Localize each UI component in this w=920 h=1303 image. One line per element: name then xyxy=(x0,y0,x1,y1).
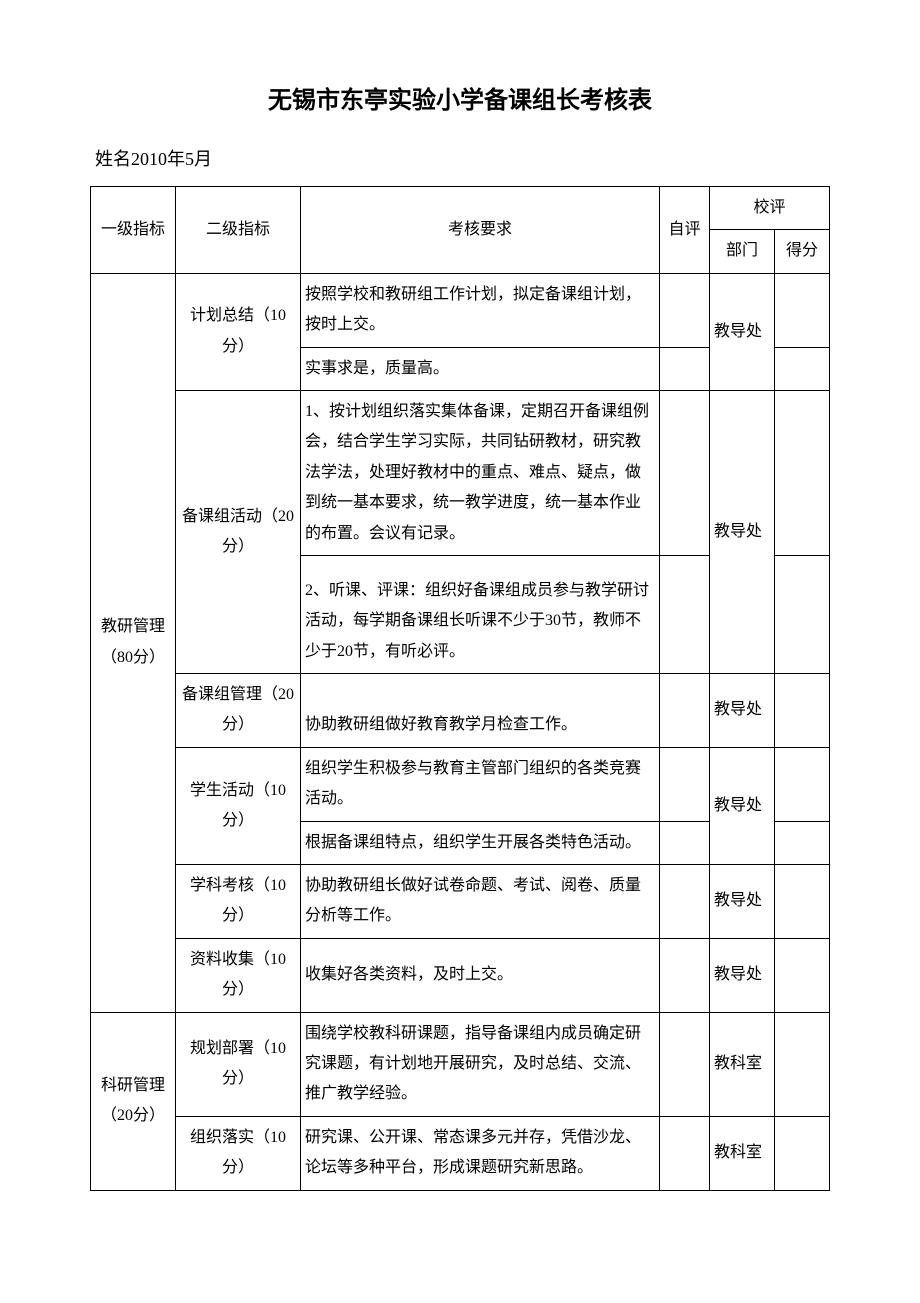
score-cell xyxy=(775,390,830,555)
score-cell xyxy=(775,1116,830,1190)
score-cell xyxy=(775,938,830,1012)
self-eval-cell xyxy=(660,1012,710,1116)
self-eval-cell xyxy=(660,821,710,864)
requirement-cell: 实事求是，质量高。 xyxy=(301,347,660,390)
score-cell xyxy=(775,1012,830,1116)
header-requirement: 考核要求 xyxy=(301,187,660,274)
level2-cell: 备课组管理（20分） xyxy=(176,674,301,748)
table-row: 备课组管理（20分） 协助教研组做好教育教学月检查工作。 教导处 xyxy=(91,674,830,748)
table-row: 教研管理（80分） 计划总结（10分） 按照学校和教研组工作计划，拟定备课组计划… xyxy=(91,273,830,347)
requirement-cell: 收集好各类资料，及时上交。 xyxy=(301,938,660,1012)
level1-cell: 教研管理（80分） xyxy=(91,273,176,1012)
score-cell xyxy=(775,674,830,748)
self-eval-cell xyxy=(660,273,710,347)
requirement-cell: 2、听课、评课：组织好备课组成员参与教学研讨活动，每学期备课组长听课不少于30节… xyxy=(301,555,660,673)
dept-cell: 教导处 xyxy=(710,273,775,390)
header-department: 部门 xyxy=(710,230,775,273)
dept-cell: 教导处 xyxy=(710,865,775,939)
self-eval-cell xyxy=(660,674,710,748)
assessment-table: 一级指标 二级指标 考核要求 自评 校评 部门 得分 教研管理（80分） 计划总… xyxy=(90,186,830,1191)
header-self-eval: 自评 xyxy=(660,187,710,274)
level2-cell: 计划总结（10分） xyxy=(176,273,301,390)
table-row: 科研管理（20分） 规划部署（10分） 围绕学校教科研课题，指导备课组内成员确定… xyxy=(91,1012,830,1116)
dept-cell: 教科室 xyxy=(710,1116,775,1190)
self-eval-cell xyxy=(660,747,710,821)
requirement-cell: 研究课、公开课、常态课多元并存，凭借沙龙、论坛等多种平台，形成课题研究新思路。 xyxy=(301,1116,660,1190)
table-row: 组织落实（10分） 研究课、公开课、常态课多元并存，凭借沙龙、论坛等多种平台，形… xyxy=(91,1116,830,1190)
self-eval-cell xyxy=(660,347,710,390)
table-row: 备课组活动（20分） 1、按计划组织落实集体备课，定期召开备课组例会，结合学生学… xyxy=(91,390,830,555)
header-level2: 二级指标 xyxy=(176,187,301,274)
header-school-eval: 校评 xyxy=(710,187,830,230)
score-cell xyxy=(775,555,830,673)
score-cell xyxy=(775,865,830,939)
requirement-cell: 根据备课组特点，组织学生开展各类特色活动。 xyxy=(301,821,660,864)
dept-cell: 教科室 xyxy=(710,1012,775,1116)
requirement-cell: 1、按计划组织落实集体备课，定期召开备课组例会，结合学生学习实际，共同钻研教材，… xyxy=(301,390,660,555)
page-title: 无锡市东亭实验小学备课组长考核表 xyxy=(90,80,830,115)
level1-cell: 科研管理（20分） xyxy=(91,1012,176,1190)
dept-cell: 教导处 xyxy=(710,390,775,673)
score-cell xyxy=(775,747,830,821)
level2-cell: 资料收集（10分） xyxy=(176,938,301,1012)
header-level1: 一级指标 xyxy=(91,187,176,274)
requirement-cell: 按照学校和教研组工作计划，拟定备课组计划，按时上交。 xyxy=(301,273,660,347)
self-eval-cell xyxy=(660,555,710,673)
table-row: 资料收集（10分） 收集好各类资料，及时上交。 教导处 xyxy=(91,938,830,1012)
requirement-cell: 协助教研组做好教育教学月检查工作。 xyxy=(301,674,660,748)
self-eval-cell xyxy=(660,938,710,1012)
table-row: 学生活动（10分） 组织学生积极参与教育主管部门组织的各类竞赛活动。 教导处 xyxy=(91,747,830,821)
level2-cell: 学科考核（10分） xyxy=(176,865,301,939)
level2-cell: 组织落实（10分） xyxy=(176,1116,301,1190)
level2-cell: 备课组活动（20分） xyxy=(176,390,301,673)
score-cell xyxy=(775,273,830,347)
header-row: 一级指标 二级指标 考核要求 自评 校评 xyxy=(91,187,830,230)
page-subtitle: 姓名2010年5月 xyxy=(90,145,830,171)
table-row: 学科考核（10分） 协助教研组长做好试卷命题、考试、阅卷、质量分析等工作。 教导… xyxy=(91,865,830,939)
score-cell xyxy=(775,821,830,864)
dept-cell: 教导处 xyxy=(710,674,775,748)
self-eval-cell xyxy=(660,1116,710,1190)
level2-cell: 学生活动（10分） xyxy=(176,747,301,864)
dept-cell: 教导处 xyxy=(710,747,775,864)
requirement-cell: 围绕学校教科研课题，指导备课组内成员确定研究课题，有计划地开展研究，及时总结、交… xyxy=(301,1012,660,1116)
self-eval-cell xyxy=(660,865,710,939)
score-cell xyxy=(775,347,830,390)
requirement-cell: 协助教研组长做好试卷命题、考试、阅卷、质量分析等工作。 xyxy=(301,865,660,939)
dept-cell: 教导处 xyxy=(710,938,775,1012)
requirement-cell: 组织学生积极参与教育主管部门组织的各类竞赛活动。 xyxy=(301,747,660,821)
self-eval-cell xyxy=(660,390,710,555)
level2-cell: 规划部署（10分） xyxy=(176,1012,301,1116)
header-score: 得分 xyxy=(775,230,830,273)
